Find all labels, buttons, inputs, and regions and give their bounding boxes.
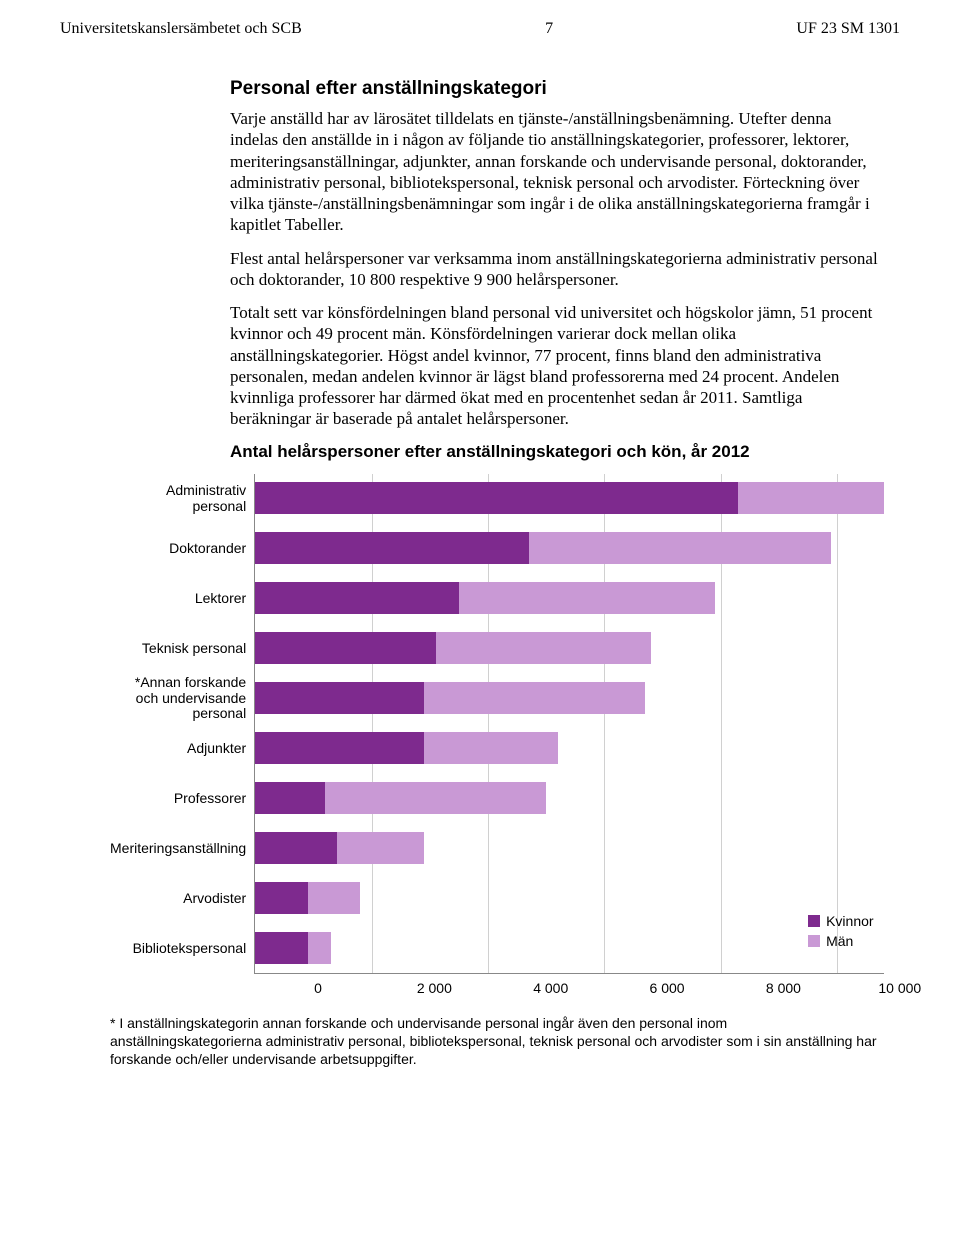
y-axis-label: Meriteringsanställning xyxy=(110,824,246,874)
bar-segment-kvinnor xyxy=(255,882,307,914)
bar-stack xyxy=(255,882,360,914)
chart-legend: Kvinnor Män xyxy=(808,913,873,953)
y-axis-label: *Annan forskande och undervisande person… xyxy=(110,674,246,724)
bar-segment-kvinnor xyxy=(255,632,435,664)
bar-segment-man xyxy=(424,682,645,714)
bar-stack xyxy=(255,932,331,964)
bar-row xyxy=(255,773,883,823)
x-axis-tick: 2 000 xyxy=(417,980,452,996)
bar-segment-man xyxy=(424,732,558,764)
x-axis-tick: 6 000 xyxy=(650,980,685,996)
bar-row xyxy=(255,923,883,973)
bar-stack xyxy=(255,682,645,714)
bar-row xyxy=(255,873,883,923)
legend-item-man: Män xyxy=(808,933,873,949)
bar-segment-man xyxy=(738,482,883,514)
y-axis-label: Administrativ personal xyxy=(110,474,246,524)
legend-swatch-kvinnor xyxy=(808,915,820,927)
y-axis-label: Professorer xyxy=(110,774,246,824)
bar-segment-kvinnor xyxy=(255,482,738,514)
x-axis: 02 0004 0006 0008 00010 000 xyxy=(318,980,958,1000)
bar-segment-man xyxy=(308,882,360,914)
bar-row xyxy=(255,723,883,773)
bar-segment-man xyxy=(436,632,651,664)
y-axis-label: Arvodister xyxy=(110,874,246,924)
y-axis-label: Lektorer xyxy=(110,574,246,624)
legend-item-kvinnor: Kvinnor xyxy=(808,913,873,929)
bar-row xyxy=(255,474,883,524)
bar-stack xyxy=(255,482,883,514)
section-title: Personal efter anställningskategori xyxy=(230,78,880,100)
bar-stack xyxy=(255,582,715,614)
bar-row xyxy=(255,523,883,573)
bar-stack xyxy=(255,782,546,814)
chart-footnote: * I anställningskategorin annan forskand… xyxy=(60,1014,900,1069)
y-axis-label: Adjunkter xyxy=(110,724,246,774)
bar-segment-man xyxy=(529,532,832,564)
x-axis-tick: 0 xyxy=(314,980,322,996)
bar-segment-kvinnor xyxy=(255,932,307,964)
bar-row xyxy=(255,573,883,623)
paragraph-1: Varje anställd har av lärosätet tilldela… xyxy=(230,108,880,236)
paragraph-2: Flest antal helårspersoner var verksamma… xyxy=(230,248,880,291)
bar-stack xyxy=(255,832,424,864)
bar-segment-man xyxy=(308,932,331,964)
bar-segment-kvinnor xyxy=(255,532,528,564)
bar-stack xyxy=(255,732,558,764)
plot-area: Kvinnor Män xyxy=(254,474,883,974)
header-left: Universitetskanslersämbetet och SCB xyxy=(60,20,302,38)
y-axis-label: Teknisk personal xyxy=(110,624,246,674)
header-right: UF 23 SM 1301 xyxy=(796,20,900,38)
page-header: Universitetskanslersämbetet och SCB 7 UF… xyxy=(60,20,900,38)
bar-segment-man xyxy=(325,782,546,814)
x-axis-tick: 4 000 xyxy=(533,980,568,996)
chart-title: Antal helårspersoner efter anställningsk… xyxy=(230,442,880,462)
bar-stack xyxy=(255,632,651,664)
bar-chart: Administrativ personalDoktoranderLektore… xyxy=(110,474,880,974)
bar-stack xyxy=(255,532,831,564)
paragraph-3: Totalt sett var könsfördelningen bland p… xyxy=(230,302,880,430)
bar-row xyxy=(255,823,883,873)
main-content: Personal efter anställningskategori Varj… xyxy=(60,78,900,462)
bar-segment-kvinnor xyxy=(255,832,336,864)
bar-row xyxy=(255,673,883,723)
bar-row xyxy=(255,623,883,673)
bar-segment-kvinnor xyxy=(255,682,424,714)
chart-container: Administrativ personalDoktoranderLektore… xyxy=(60,474,900,1000)
legend-label-man: Män xyxy=(826,933,853,949)
bar-segment-kvinnor xyxy=(255,582,459,614)
header-page-number: 7 xyxy=(545,20,553,38)
bar-segment-kvinnor xyxy=(255,782,325,814)
legend-label-kvinnor: Kvinnor xyxy=(826,913,873,929)
y-axis-label: Bibliotekspersonal xyxy=(110,924,246,974)
legend-swatch-man xyxy=(808,935,820,947)
y-axis-labels: Administrativ personalDoktoranderLektore… xyxy=(110,474,254,974)
x-axis-tick: 10 000 xyxy=(878,980,921,996)
bars-group xyxy=(255,474,883,973)
y-axis-label: Doktorander xyxy=(110,524,246,574)
bar-segment-kvinnor xyxy=(255,732,424,764)
bar-segment-man xyxy=(459,582,715,614)
bar-segment-man xyxy=(337,832,424,864)
x-axis-tick: 8 000 xyxy=(766,980,801,996)
